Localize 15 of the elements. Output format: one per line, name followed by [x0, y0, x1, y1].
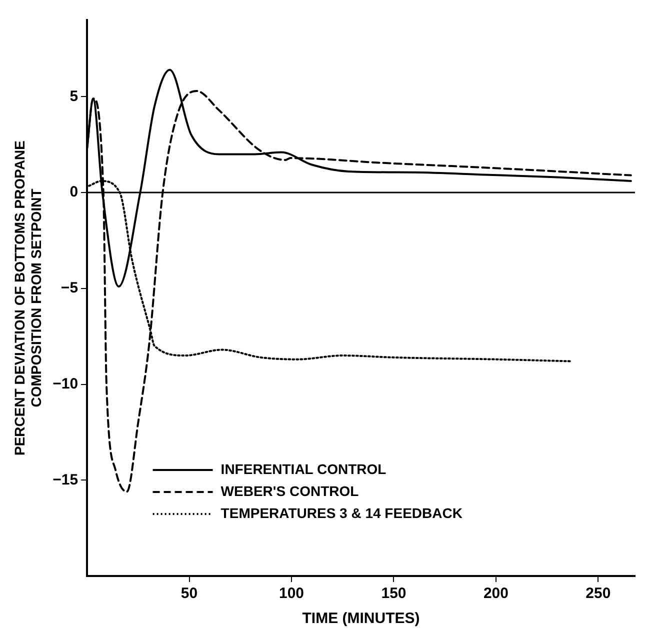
- y-axis-title: PERCENT DEVIATION OF BOTTOMS PROPANE COMPOSITION FROM SETPOINT: [11, 140, 44, 456]
- x-tick-label: 100: [278, 585, 304, 602]
- legend-label: TEMPERATURES 3 & 14 FEEDBACK: [220, 504, 462, 521]
- y-tick-label: −10: [52, 375, 78, 392]
- y-tick-label: 0: [70, 184, 78, 201]
- x-tick-label: 150: [381, 585, 406, 602]
- x-tick-label: 250: [586, 585, 611, 602]
- y-tick-label: −5: [60, 280, 78, 297]
- x-tick-label: 200: [483, 585, 508, 602]
- x-tick-label: 50: [180, 585, 198, 602]
- y-tick-label: −15: [52, 471, 78, 488]
- y-tick-label: 5: [70, 88, 78, 105]
- legend-label: WEBER'S CONTROL: [220, 482, 360, 499]
- legend-label: INFERENTIAL CONTROL: [220, 460, 387, 477]
- x-axis-title: TIME (MINUTES): [302, 610, 420, 628]
